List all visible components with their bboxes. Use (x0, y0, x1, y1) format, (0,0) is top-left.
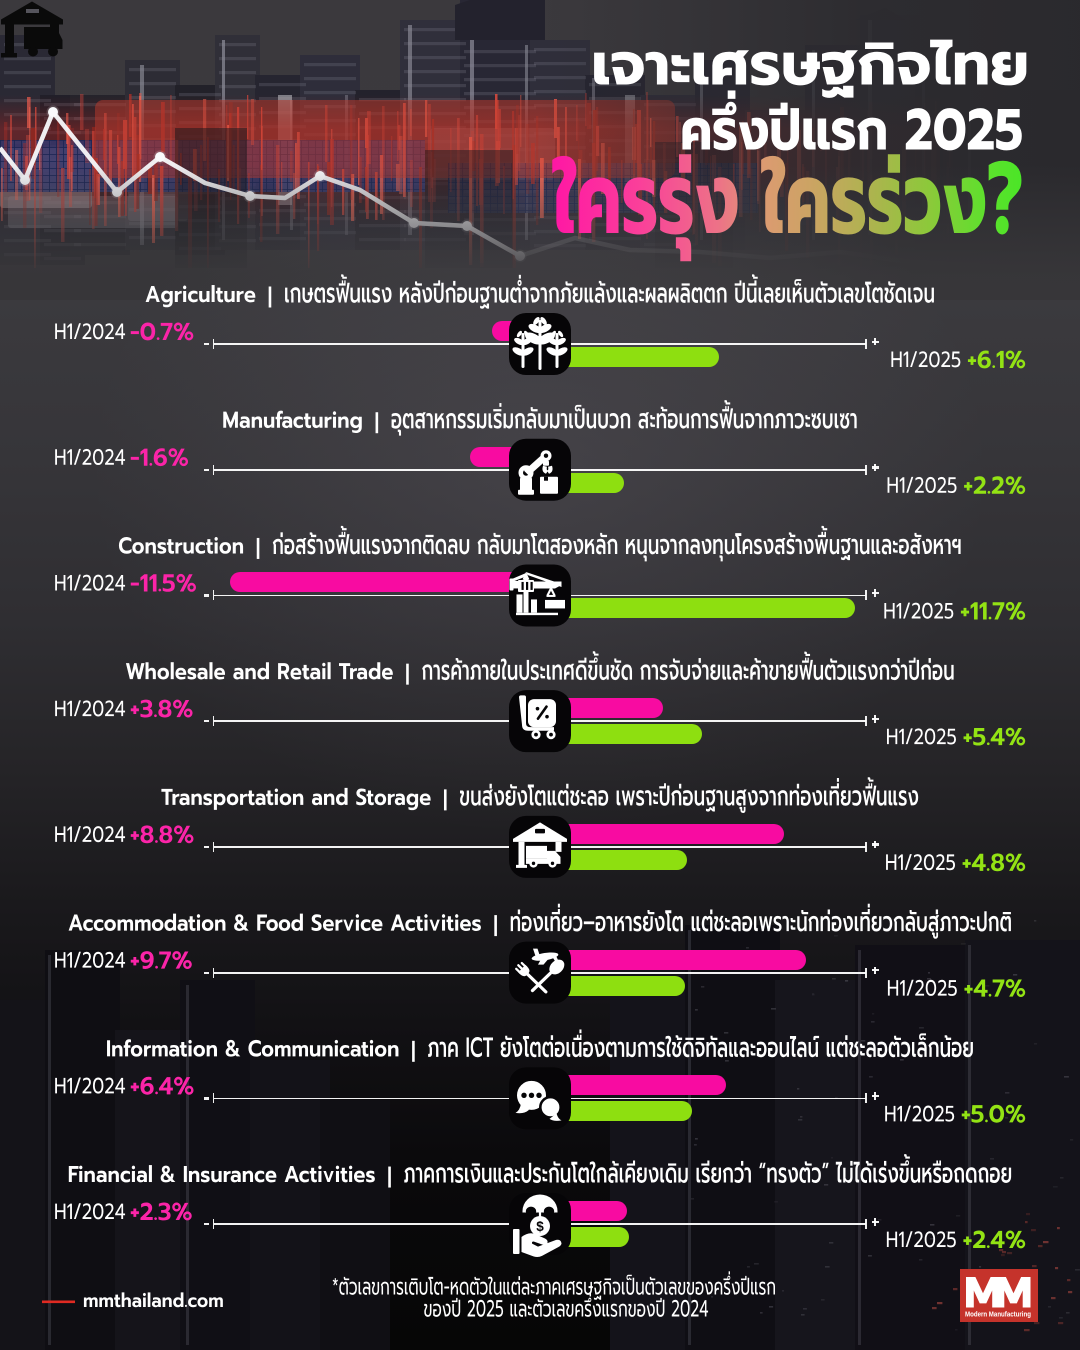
svg-text:Modern Manufacturing: Modern Manufacturing (965, 1312, 1031, 1319)
svg-text:$: $ (536, 1219, 544, 1234)
